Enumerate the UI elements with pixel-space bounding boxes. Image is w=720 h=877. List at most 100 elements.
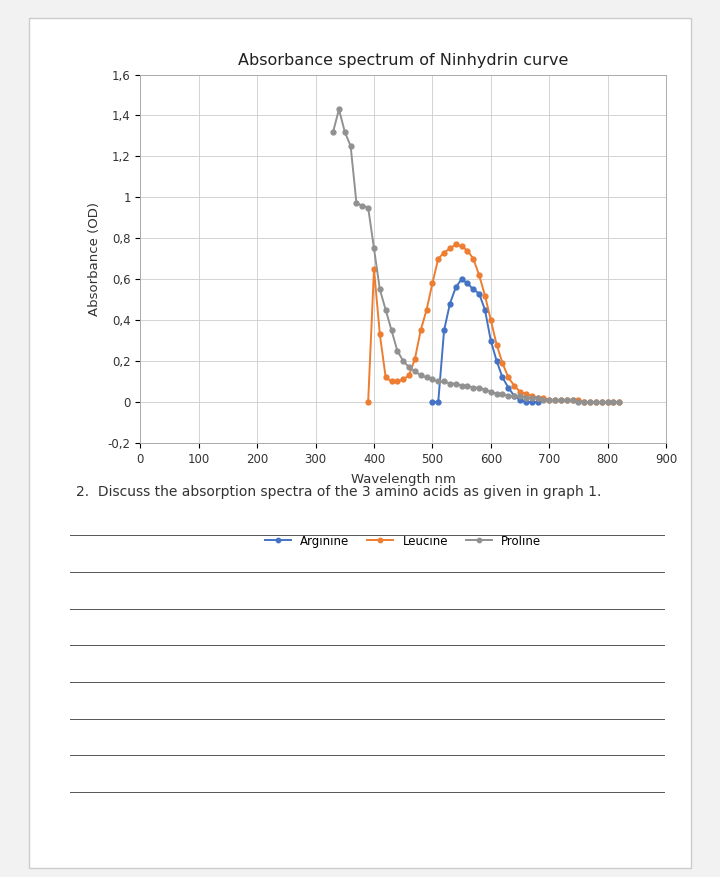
Leucine [609, 396, 618, 407]
Arginine [474, 289, 483, 299]
Proline [521, 393, 530, 403]
Proline [615, 396, 624, 407]
Arginine [516, 395, 524, 405]
Leucine [422, 304, 431, 315]
Leucine [527, 390, 536, 401]
Proline [534, 393, 542, 403]
Line: Proline: Proline [330, 107, 621, 404]
Proline [539, 395, 548, 405]
Proline [457, 381, 466, 391]
Proline [346, 141, 355, 152]
Leucine [463, 246, 472, 256]
Proline [352, 198, 361, 209]
Arginine [481, 304, 490, 315]
Y-axis label: Absorbance (OD): Absorbance (OD) [88, 202, 101, 316]
Proline [405, 362, 413, 373]
Leucine [568, 395, 577, 405]
Leucine [474, 270, 483, 281]
Proline [434, 376, 443, 387]
Leucine [364, 396, 372, 407]
Proline [474, 382, 483, 393]
Proline [451, 378, 460, 389]
Leucine [369, 264, 378, 275]
Leucine [521, 389, 530, 399]
Arginine [498, 372, 507, 382]
Leucine [469, 253, 477, 264]
Leucine [574, 395, 582, 405]
Proline [498, 389, 507, 399]
Leucine [592, 396, 600, 407]
Leucine [539, 393, 548, 403]
Leucine [586, 396, 595, 407]
Leucine [534, 393, 542, 403]
Arginine [446, 298, 454, 309]
Proline [598, 396, 606, 407]
Leucine [492, 339, 501, 350]
Proline [399, 356, 408, 367]
Proline [416, 370, 425, 381]
Arginine [487, 335, 495, 346]
Leucine [557, 395, 565, 405]
Proline [562, 395, 571, 405]
Leucine [580, 396, 588, 407]
Proline [487, 387, 495, 397]
Proline [516, 390, 524, 401]
Leucine [562, 395, 571, 405]
Line: Arginine: Arginine [430, 277, 540, 404]
Proline [364, 203, 372, 213]
Leucine [405, 370, 413, 381]
Arginine [434, 396, 443, 407]
Proline [446, 378, 454, 389]
Leucine [516, 387, 524, 397]
Arginine [510, 390, 518, 401]
Proline [592, 396, 600, 407]
Leucine [457, 241, 466, 252]
Proline [393, 346, 402, 356]
Proline [387, 325, 396, 336]
Arginine [527, 396, 536, 407]
Proline [335, 104, 343, 115]
Proline [580, 396, 588, 407]
Leucine [481, 290, 490, 301]
Leucine [504, 372, 513, 382]
Proline [410, 366, 419, 376]
Leucine [498, 358, 507, 368]
Arginine [428, 396, 437, 407]
Arginine [451, 282, 460, 293]
Proline [586, 396, 595, 407]
Leucine [603, 396, 612, 407]
Arginine [492, 356, 501, 367]
Proline [574, 396, 582, 407]
Proline [463, 381, 472, 391]
Leucine [545, 395, 554, 405]
Leucine [551, 395, 559, 405]
Arginine [457, 274, 466, 284]
Line: Leucine: Leucine [366, 242, 621, 404]
Leucine [510, 381, 518, 391]
Arginine [504, 382, 513, 393]
Leucine [615, 396, 624, 407]
Title: Absorbance spectrum of Ninhydrin curve: Absorbance spectrum of Ninhydrin curve [238, 53, 568, 68]
Leucine [598, 396, 606, 407]
Proline [551, 395, 559, 405]
Legend: Arginine, Leucine, Proline: Arginine, Leucine, Proline [260, 530, 546, 553]
Leucine [416, 325, 425, 336]
Proline [504, 390, 513, 401]
Leucine [410, 353, 419, 364]
Proline [440, 376, 449, 387]
Leucine [487, 315, 495, 325]
Proline [341, 126, 349, 137]
Proline [329, 126, 338, 137]
Proline [369, 243, 378, 253]
Arginine [463, 278, 472, 289]
Arginine [469, 284, 477, 295]
Proline [568, 395, 577, 405]
Leucine [376, 329, 384, 339]
Proline [609, 396, 618, 407]
Leucine [446, 243, 454, 253]
Proline [428, 374, 437, 385]
Arginine [440, 325, 449, 336]
Proline [382, 304, 390, 315]
Proline [469, 382, 477, 393]
Proline [510, 390, 518, 401]
